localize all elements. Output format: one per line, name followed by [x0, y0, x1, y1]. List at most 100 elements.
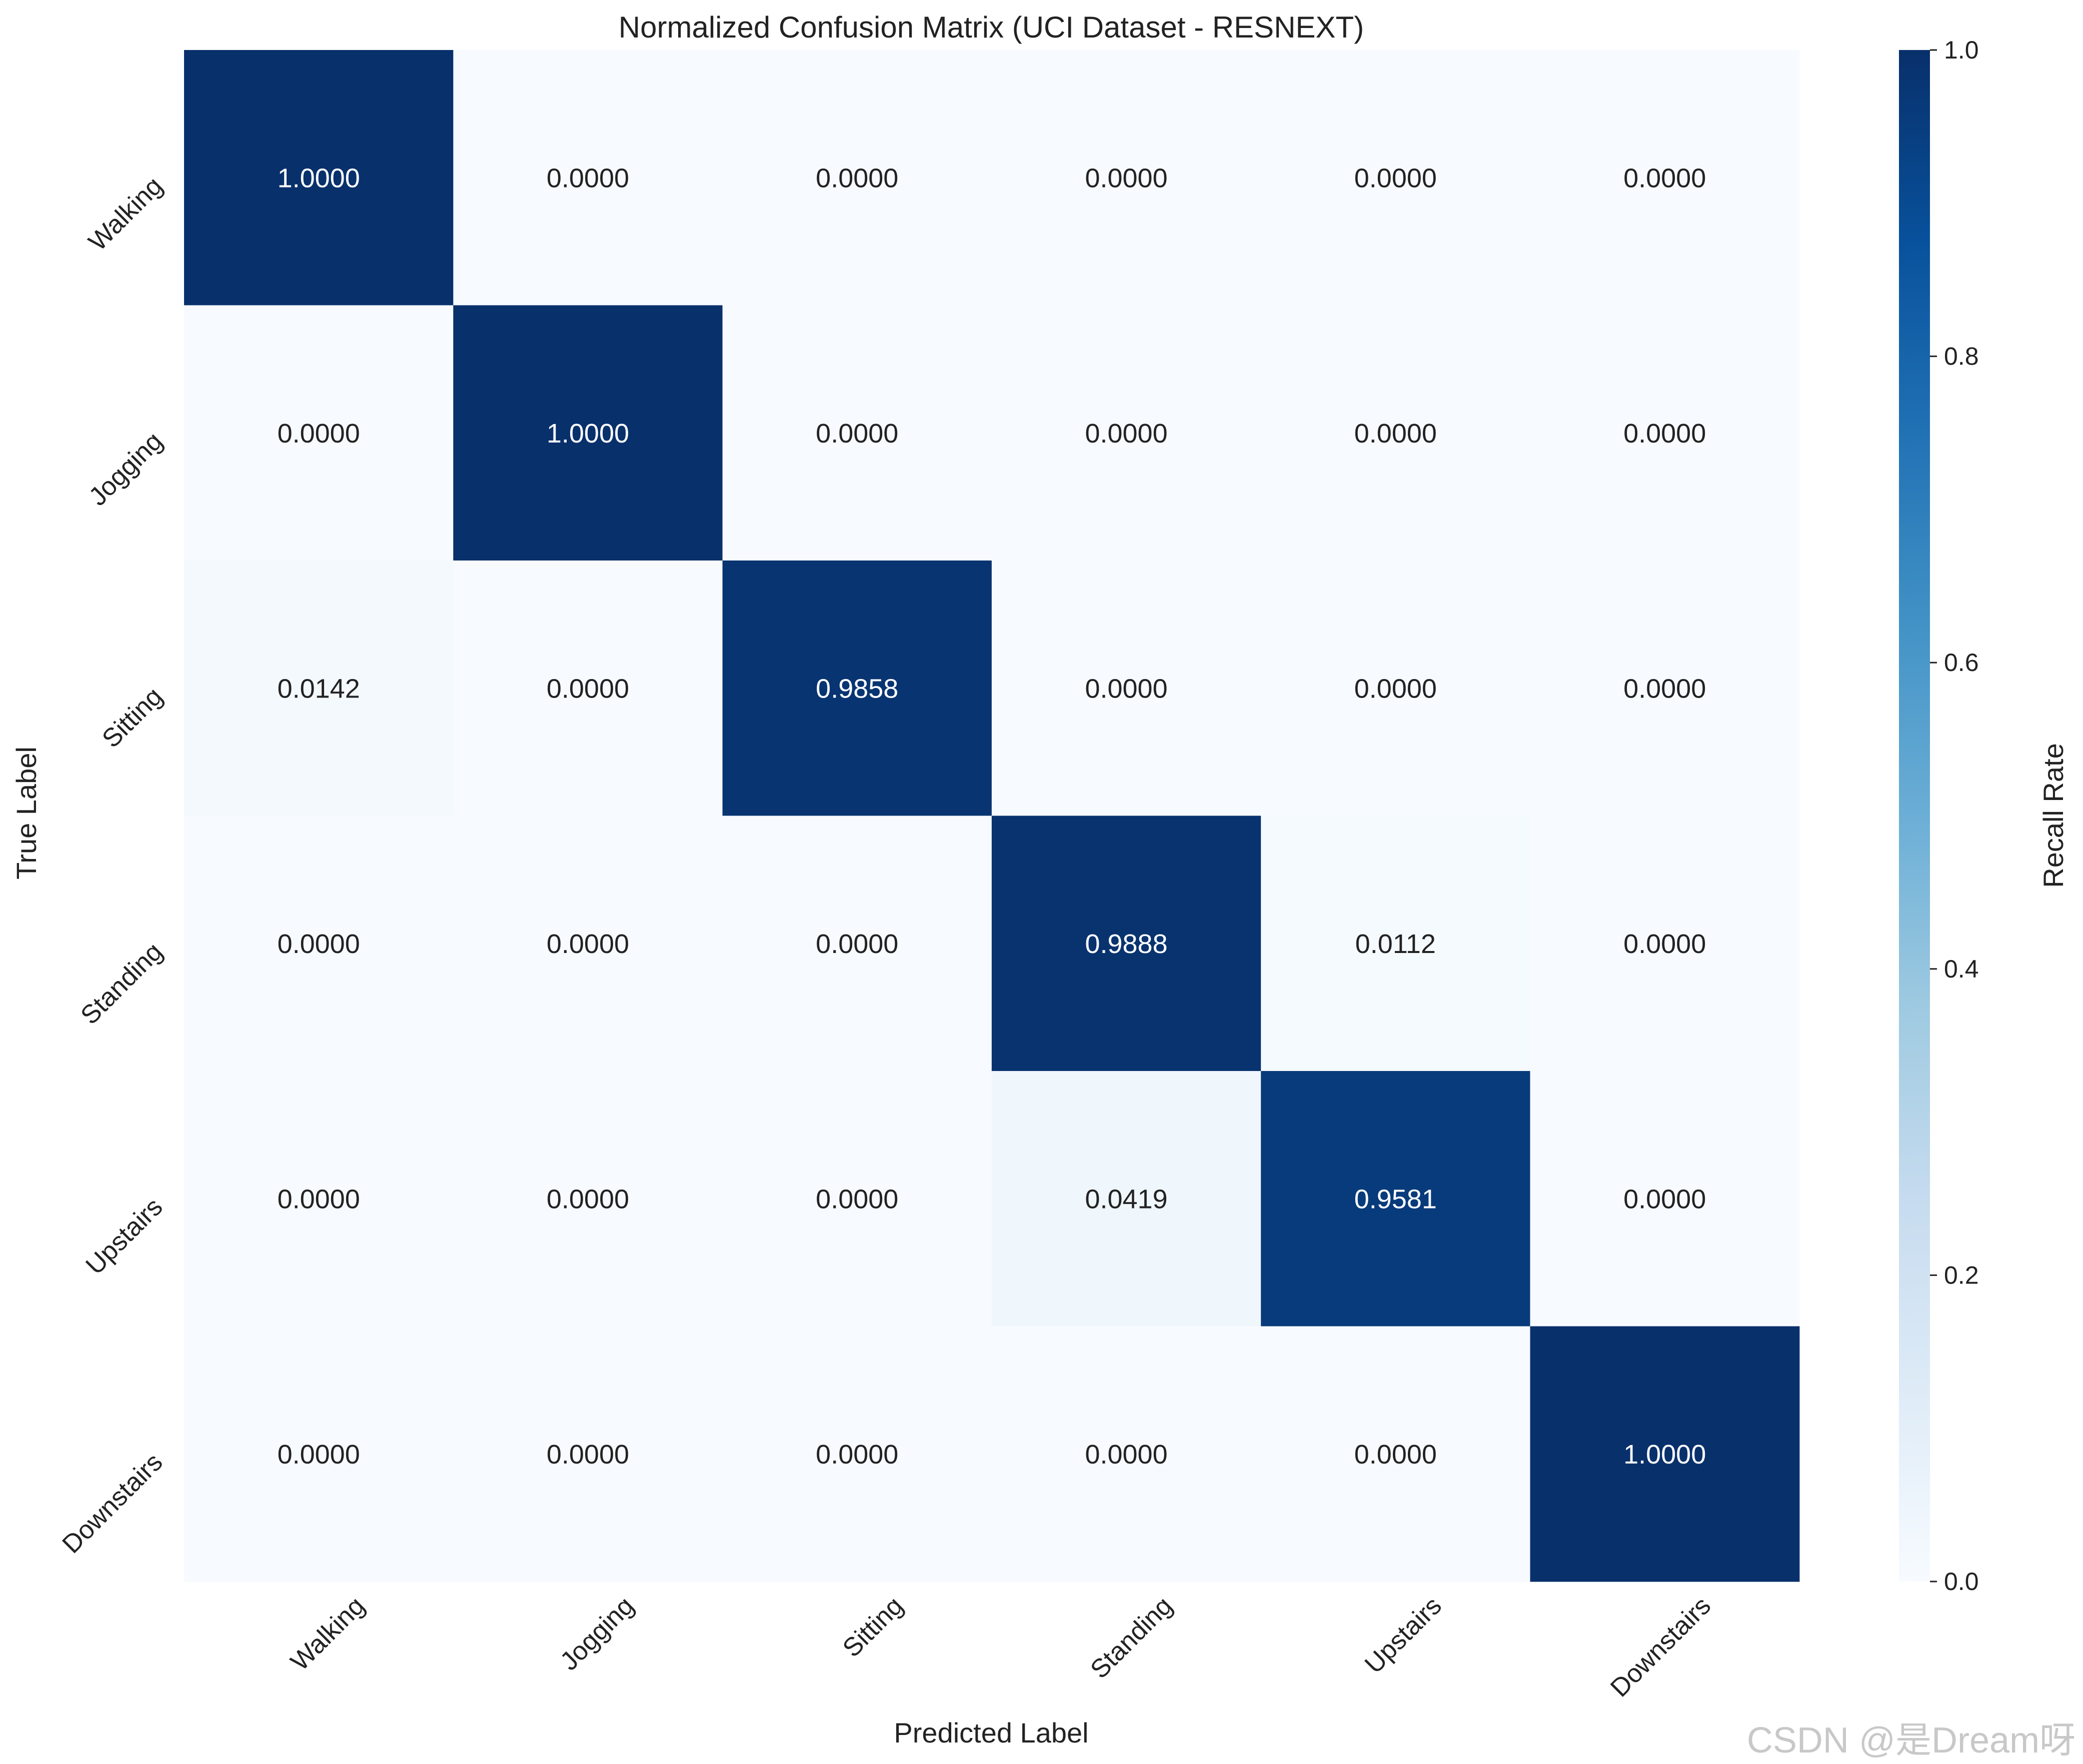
heatmap-cell-r5-c1	[453, 1326, 723, 1582]
heatmap-cell-label-r2-c5: 0.0000	[1623, 674, 1706, 704]
heatmap-cell-r3-c0	[184, 816, 454, 1072]
heatmap-cell-label-r1-c5: 0.0000	[1623, 418, 1706, 448]
heatmap-cell-r3-c5	[1530, 816, 1800, 1072]
heatmap-cell-r4-c5	[1530, 1071, 1800, 1327]
y-tick-label-sitting: Sitting	[97, 682, 168, 754]
heatmap-cell-r5-c5	[1530, 1326, 1800, 1582]
heatmap-cell-label-r4-c1: 0.0000	[547, 1184, 629, 1214]
heatmap-cell-r4-c1	[453, 1071, 723, 1327]
heatmap-cell-label-r4-c5: 0.0000	[1623, 1184, 1706, 1214]
heatmap-cell-r1-c4	[1261, 305, 1531, 561]
heatmap-cell-r3-c3	[991, 816, 1261, 1072]
heatmap-cells	[184, 50, 1800, 1582]
heatmap-cell-label-r3-c0: 0.0000	[278, 929, 360, 959]
heatmap-cell-r2-c0	[184, 560, 454, 816]
heatmap-cell-r3-c2	[722, 816, 992, 1072]
watermark: CSDN @是Dream呀	[1747, 1720, 2075, 1760]
heatmap-cell-label-r0-c3: 0.0000	[1085, 163, 1167, 193]
heatmap-cell-label-r2-c3: 0.0000	[1085, 674, 1167, 704]
heatmap-cell-label-r2-c1: 0.0000	[547, 674, 629, 704]
heatmap-cell-label-r5-c0: 0.0000	[278, 1440, 360, 1470]
x-axis-label: Predicted Label	[894, 1717, 1088, 1748]
heatmap-cell-label-r1-c0: 0.0000	[278, 418, 360, 448]
x-tick-label-sitting: Sitting	[837, 1591, 909, 1662]
heatmap-cell-label-r3-c5: 0.0000	[1623, 929, 1706, 959]
heatmap-cell-r2-c3	[991, 560, 1261, 816]
heatmap-cell-label-r4-c4: 0.9581	[1354, 1184, 1437, 1214]
colorbar-label: Recall Rate	[2037, 743, 2069, 888]
colorbar	[1899, 50, 1930, 1582]
heatmap-cell-label-r1-c2: 0.0000	[816, 418, 898, 448]
heatmap-cell-label-r0-c1: 0.0000	[547, 163, 629, 193]
y-tick-labels: Walking Jogging Sitting Standing Upstairs Dow…	[57, 172, 169, 1559]
heatmap-cell-label-r3-c2: 0.0000	[816, 929, 898, 959]
heatmap-cell-label-r3-c4: 0.0112	[1355, 929, 1436, 959]
heatmap-cell-label-r1-c4: 0.0000	[1354, 418, 1437, 448]
colorbar-tick-label: 0.2	[1944, 1261, 1979, 1289]
heatmap-cell-label-r0-c0: 1.0000	[278, 163, 360, 193]
colorbar-tick-label: 0.4	[1944, 955, 1979, 983]
heatmap-cell-r5-c4	[1261, 1326, 1531, 1582]
colorbar-tick-label: 0.6	[1944, 648, 1979, 676]
heatmap-cell-r2-c4	[1261, 560, 1531, 816]
heatmap-cell-label-r2-c0: 0.0142	[278, 674, 360, 704]
heatmap-cell-r5-c2	[722, 1326, 992, 1582]
heatmap-cell-label-r5-c1: 0.0000	[547, 1440, 629, 1470]
heatmap-cell-label-r5-c3: 0.0000	[1085, 1440, 1167, 1470]
y-tick-label-standing: Standing	[75, 937, 168, 1030]
heatmap-cell-label-r5-c4: 0.0000	[1354, 1440, 1437, 1470]
heatmap-cell-r3-c4	[1261, 816, 1531, 1072]
heatmap-cell-r0-c1	[453, 50, 723, 306]
heatmap-cell-r5-c3	[991, 1326, 1261, 1582]
heatmap-cell-label-r3-c3: 0.9888	[1085, 929, 1167, 959]
x-tick-label-upstairs: Upstairs	[1359, 1591, 1447, 1679]
heatmap-cell-r1-c1	[453, 305, 723, 561]
x-tick-label-walking: Walking	[285, 1591, 370, 1676]
colorbar-ticks: 0.0 0.2 0.4 0.6 0.8 1.0	[1930, 36, 1979, 1596]
heatmap-cell-r2-c1	[453, 560, 723, 816]
heatmap-cell-r1-c3	[991, 305, 1261, 561]
x-tick-label-jogging: Jogging	[555, 1591, 640, 1676]
heatmap-cell-r5-c0	[184, 1326, 454, 1582]
heatmap-cell-r4-c4	[1261, 1071, 1531, 1327]
heatmap-cell-label-r4-c3: 0.0419	[1085, 1184, 1167, 1214]
y-tick-label-jogging: Jogging	[84, 426, 169, 512]
heatmap-cell-label-r2-c2: 0.9858	[816, 674, 898, 704]
colorbar-tick-label: 1.0	[1944, 36, 1979, 64]
heatmap-cell-label-r3-c1: 0.0000	[547, 929, 629, 959]
colorbar-tick-label: 0.8	[1944, 342, 1979, 370]
heatmap-cell-label-r1-c3: 0.0000	[1085, 418, 1167, 448]
heatmap-cell-r0-c5	[1530, 50, 1800, 306]
chart-title: Normalized Confusion Matrix (UCI Dataset…	[619, 10, 1364, 44]
heatmap-cell-r0-c2	[722, 50, 992, 306]
heatmap-cell-r0-c4	[1261, 50, 1531, 306]
heatmap-cell-r4-c3	[991, 1071, 1261, 1327]
heatmap-cell-label-r0-c2: 0.0000	[816, 163, 898, 193]
heatmap-cell-label-r2-c4: 0.0000	[1354, 674, 1437, 704]
heatmap-cell-label-r0-c5: 0.0000	[1623, 163, 1706, 193]
heatmap-cell-label-r5-c2: 0.0000	[816, 1440, 898, 1470]
x-tick-labels: Walking Jogging Sitting Standing Upstairs Dow…	[285, 1591, 1716, 1702]
x-tick-label-standing: Standing	[1085, 1591, 1178, 1684]
y-tick-label-downstairs: Downstairs	[57, 1448, 169, 1559]
heatmap-cell-r1-c2	[722, 305, 992, 561]
heatmap-cell-label-r0-c4: 0.0000	[1354, 163, 1437, 193]
y-tick-label-walking: Walking	[83, 172, 168, 256]
heatmap-cell-r4-c2	[722, 1071, 992, 1327]
y-tick-label-upstairs: Upstairs	[81, 1192, 169, 1280]
heatmap-cell-label-r4-c2: 0.0000	[816, 1184, 898, 1214]
heatmap-cell-r2-c5	[1530, 560, 1800, 816]
heatmap-cell-label-r1-c1: 1.0000	[547, 418, 629, 448]
heatmap-cell-r2-c2	[722, 560, 992, 816]
y-axis-label: True Label	[11, 746, 42, 880]
heatmap-cell-labels: 1.0000 0.0000 0.0000 0.0000 0.0000 0.0000 0.00…	[278, 163, 1706, 1470]
heatmap-cell-label-r5-c5: 1.0000	[1623, 1440, 1706, 1470]
x-tick-label-downstairs: Downstairs	[1605, 1591, 1716, 1702]
heatmap-cell-r3-c1	[453, 816, 723, 1072]
heatmap-cell-r4-c0	[184, 1071, 454, 1327]
colorbar-tick-label: 0.0	[1944, 1568, 1979, 1596]
heatmap-cell-r0-c0	[184, 50, 454, 306]
heatmap-cell-r0-c3	[991, 50, 1261, 306]
heatmap-cell-label-r4-c0: 0.0000	[278, 1184, 360, 1214]
